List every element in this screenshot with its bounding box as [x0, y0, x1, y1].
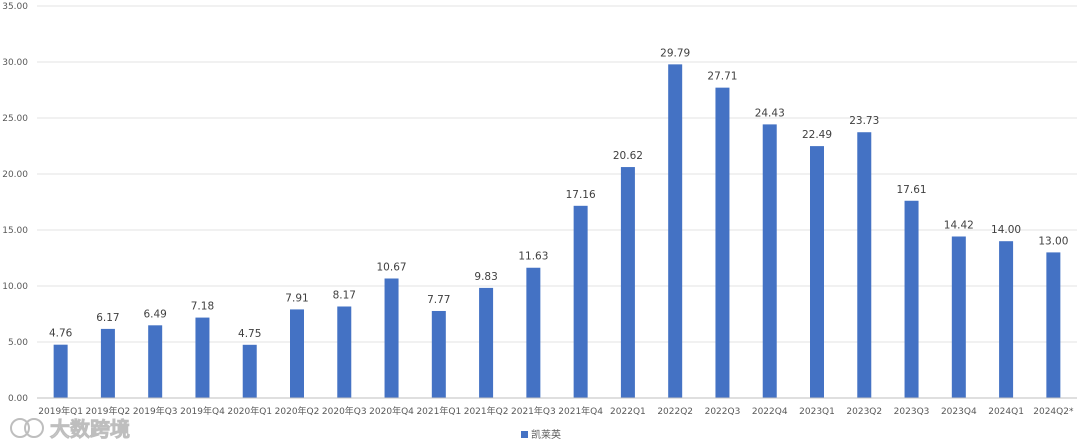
y-tick-label: 30.00 — [2, 58, 28, 68]
data-label: 17.16 — [566, 189, 596, 201]
bar — [668, 64, 683, 399]
data-label: 29.79 — [660, 47, 690, 59]
data-label: 24.43 — [755, 107, 785, 119]
bar — [715, 87, 730, 398]
data-label: 22.49 — [802, 129, 832, 141]
x-tick-label: 2019年Q4 — [180, 405, 225, 417]
bar — [526, 267, 541, 398]
y-tick-label: 5.00 — [8, 338, 28, 348]
bar — [857, 132, 872, 398]
y-tick-label: 0.00 — [8, 394, 28, 404]
x-tick-label: 2024Q1 — [988, 407, 1024, 417]
x-tick-label: 2022Q4 — [752, 407, 788, 417]
bar — [620, 167, 635, 398]
bar — [810, 146, 824, 398]
x-tick-label: 2020年Q2 — [275, 405, 320, 417]
bars — [53, 64, 1061, 399]
x-tick-label: 2021年Q2 — [464, 405, 509, 417]
bar — [53, 344, 68, 398]
data-label: 17.61 — [897, 184, 927, 196]
x-tick-label: 2020年Q3 — [322, 405, 367, 417]
bar — [431, 310, 446, 398]
bar — [384, 278, 399, 398]
data-label: 4.75 — [238, 328, 261, 340]
x-tick-label: 2023Q4 — [941, 407, 977, 417]
x-tick-label: 2022Q2 — [657, 407, 693, 417]
data-label: 23.73 — [849, 115, 879, 127]
x-axis-ticks: 2019年Q1 2019年Q2 2019年Q3 2019年Q4 2020年Q1 2020年… — [38, 405, 1074, 417]
data-label: 7.77 — [427, 294, 450, 306]
x-tick-label: 2021年Q3 — [511, 405, 556, 417]
x-tick-label: 2019年Q3 — [133, 405, 178, 417]
bar — [148, 325, 163, 398]
gridlines — [37, 5, 1077, 343]
bar — [762, 124, 777, 398]
y-axis-ticks: 0.00 5.00 10.00 15.00 20.00 25.00 30.00 35.00 — [2, 2, 28, 404]
data-label: 20.62 — [613, 150, 643, 162]
y-tick-label: 35.00 — [2, 2, 28, 12]
y-tick-label: 10.00 — [2, 282, 28, 292]
data-label: 9.83 — [474, 271, 497, 283]
watermark-logo-icon — [10, 418, 44, 438]
bar — [1046, 252, 1061, 398]
x-tick-label: 2023Q3 — [894, 407, 930, 417]
data-labels: 4.76 6.17 6.49 7.18 4.75 7.91 8.17 10.67 7.77 9.8… — [49, 47, 1068, 339]
x-tick-label: 2020年Q1 — [227, 405, 272, 417]
x-tick-label: 2022Q1 — [610, 407, 646, 417]
x-tick-label: 2022Q3 — [705, 407, 741, 417]
data-label: 11.63 — [518, 251, 548, 263]
data-label: 13.00 — [1038, 235, 1068, 247]
data-label: 10.67 — [377, 261, 407, 273]
x-tick-label: 2020年Q4 — [369, 405, 414, 417]
data-label: 7.18 — [191, 301, 214, 313]
bar — [290, 309, 304, 398]
watermark: 大数跨境 — [10, 417, 130, 441]
x-tick-label: 2023Q1 — [799, 407, 835, 417]
legend-label: 凯莱英 — [531, 428, 561, 441]
bar — [951, 236, 966, 398]
bar — [242, 344, 257, 398]
y-tick-label: 15.00 — [2, 226, 28, 236]
bar — [479, 287, 494, 398]
watermark-text: 大数跨境 — [50, 417, 130, 441]
x-tick-label: 2019年Q1 — [38, 405, 83, 417]
y-tick-label: 25.00 — [2, 114, 28, 124]
data-label: 27.71 — [707, 71, 737, 83]
x-tick-label: 2021年Q4 — [558, 405, 603, 417]
data-label: 7.91 — [285, 292, 308, 304]
x-tick-label: 2024Q2* — [1033, 407, 1074, 417]
bar — [904, 200, 919, 398]
data-label: 8.17 — [333, 289, 356, 301]
y-tick-label: 20.00 — [2, 170, 28, 180]
data-label: 14.00 — [991, 224, 1021, 236]
legend: 凯莱英 — [521, 428, 561, 441]
bar — [573, 205, 588, 398]
bar — [100, 328, 115, 398]
legend-swatch — [521, 431, 528, 438]
x-tick-label: 2023Q2 — [846, 407, 882, 417]
x-tick-label: 2019年Q2 — [86, 405, 131, 417]
data-label: 14.42 — [944, 219, 974, 231]
bar — [195, 317, 210, 398]
bar — [999, 241, 1014, 398]
data-label: 6.49 — [143, 308, 166, 320]
data-label: 4.76 — [49, 328, 73, 340]
data-label: 6.17 — [96, 312, 119, 324]
bar — [337, 306, 352, 398]
x-tick-label: 2021年Q1 — [416, 405, 461, 417]
